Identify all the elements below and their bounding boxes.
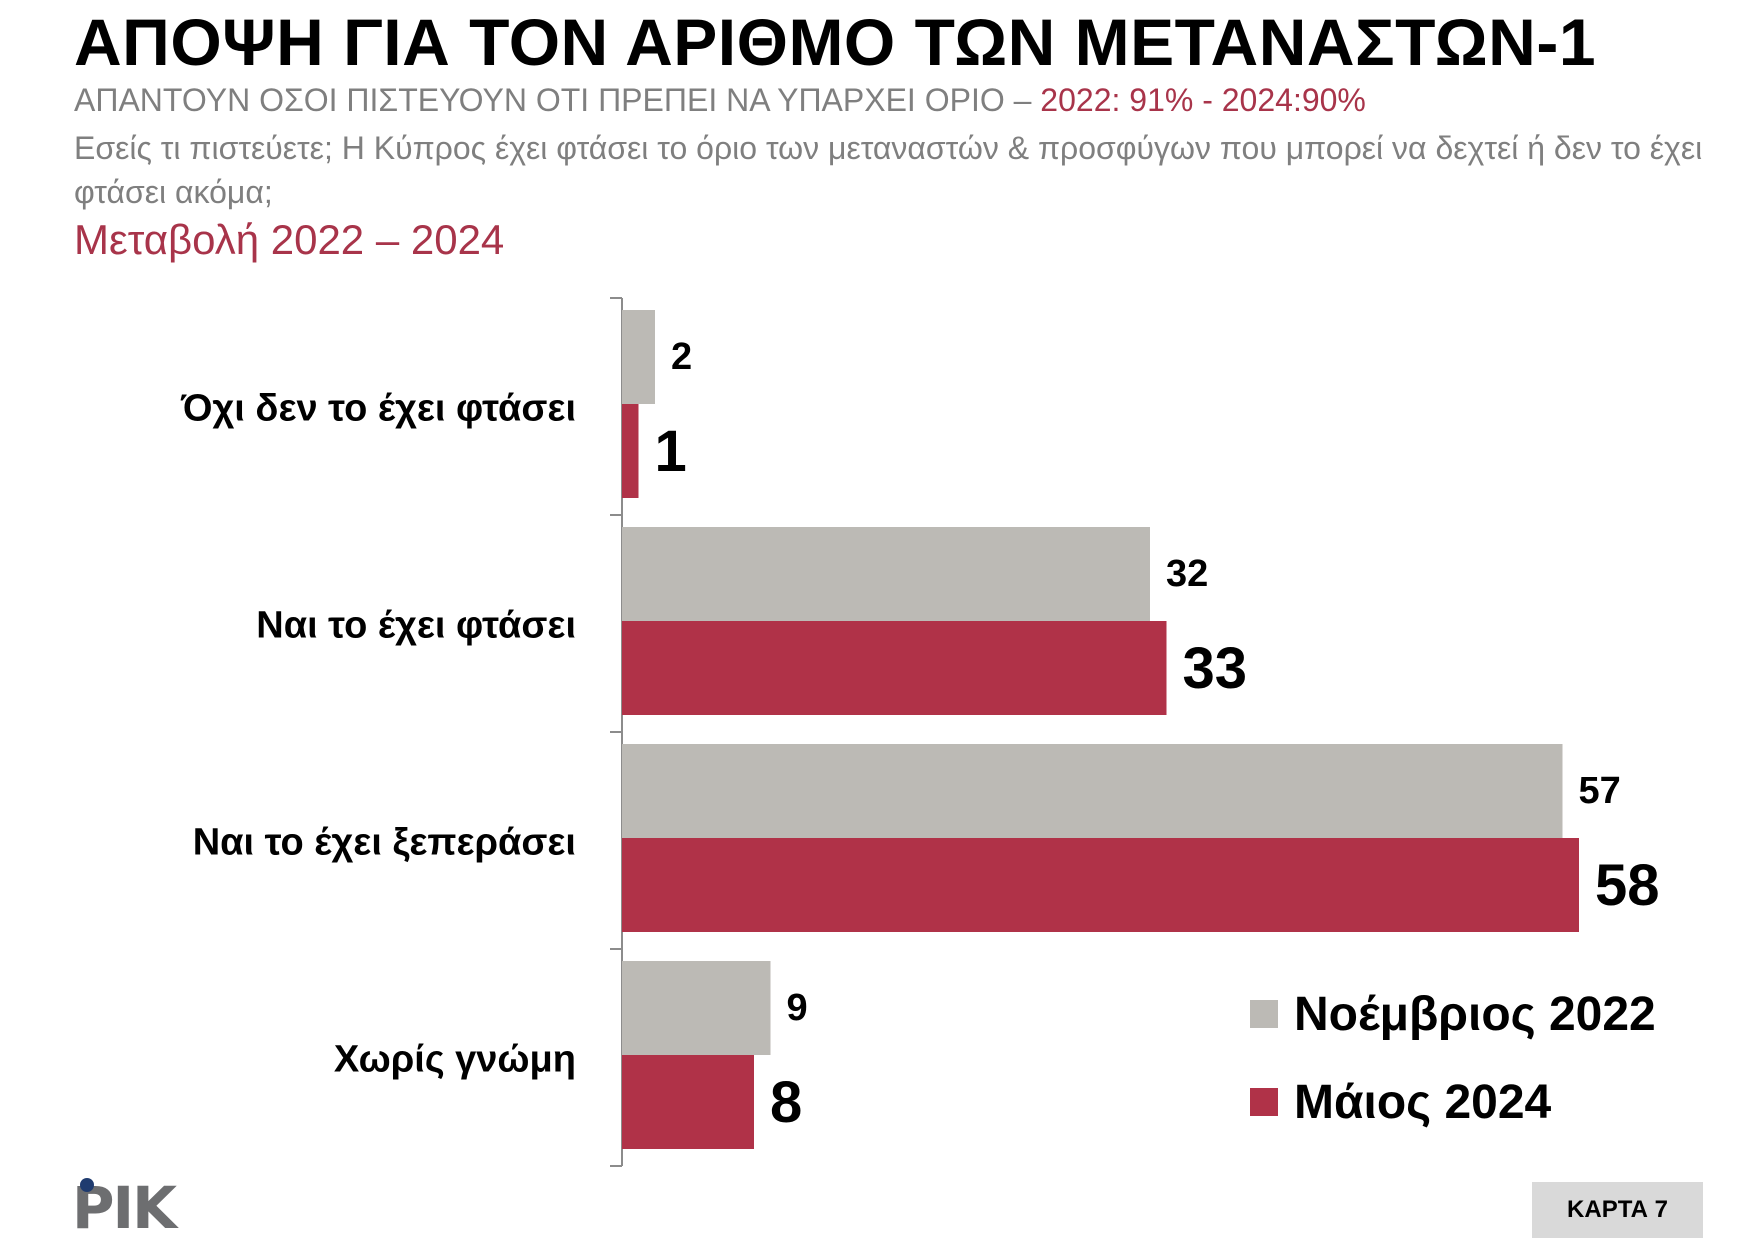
legend-label: Νοέμβριος 2022 [1294,988,1656,1041]
rik-logo: ΡΙΚ [72,1174,177,1242]
bar-nov2022 [622,744,1563,838]
legend-swatch [1250,1000,1278,1028]
data-label: 33 [1183,636,1248,701]
page-title: ΑΠΟΨΗ ΓΙΑ ΤΟΝ ΑΡΙΘΜΟ ΤΩΝ ΜΕΤΑΝΑΣΤΩΝ-1 [74,5,1597,79]
data-label: 58 [1595,853,1660,918]
change-label: Μεταβολή 2022 – 2024 [74,216,505,263]
subtitle-accent: 2022: 91% - 2024:90% [1040,82,1366,118]
bar-may2024 [622,404,639,498]
data-label: 57 [1579,770,1621,812]
legend-swatch [1250,1088,1278,1116]
data-label: 8 [770,1070,802,1135]
data-label: 32 [1166,553,1208,595]
category-label: Ναι το έχει ξεπεράσει [193,822,576,864]
legend-label: Μάιος 2024 [1294,1076,1552,1129]
survey-question: Εσείς τι πιστεύετε; Η Κύπρος έχει φτάσει… [74,130,1703,210]
bar-chart: Όχι δεν το έχει φτάσει 2 1 Ναι το έχει φτάσ… [180,297,1660,1167]
category-label: Ναι το έχει φτάσει [256,605,576,647]
data-label: 9 [787,987,808,1029]
bar-nov2022 [622,527,1150,621]
bar-may2024 [622,1055,754,1149]
card-label: ΚΑΡΤΑ 7 [1532,1182,1703,1238]
data-label: 1 [655,419,687,484]
data-label: 2 [671,336,692,378]
category-label: Χωρίς γνώμη [334,1039,576,1081]
category-label: Όχι δεν το έχει φτάσει [180,388,576,430]
bar-nov2022 [622,310,655,404]
subtitle-prefix: ΑΠΑΝΤΟΥΝ ΟΣΟΙ ΠΙΣΤΕΥΟΥΝ ΟΤΙ ΠΡΕΠΕΙ ΝΑ ΥΠ… [74,82,1041,118]
bar-may2024 [622,621,1167,715]
logo-dot [80,1178,94,1192]
bar-may2024 [622,838,1579,932]
subtitle: ΑΠΑΝΤΟΥΝ ΟΣΟΙ ΠΙΣΤΕΥΟΥΝ ΟΤΙ ΠΡΕΠΕΙ ΝΑ ΥΠ… [74,82,1366,119]
bar-nov2022 [622,961,771,1055]
